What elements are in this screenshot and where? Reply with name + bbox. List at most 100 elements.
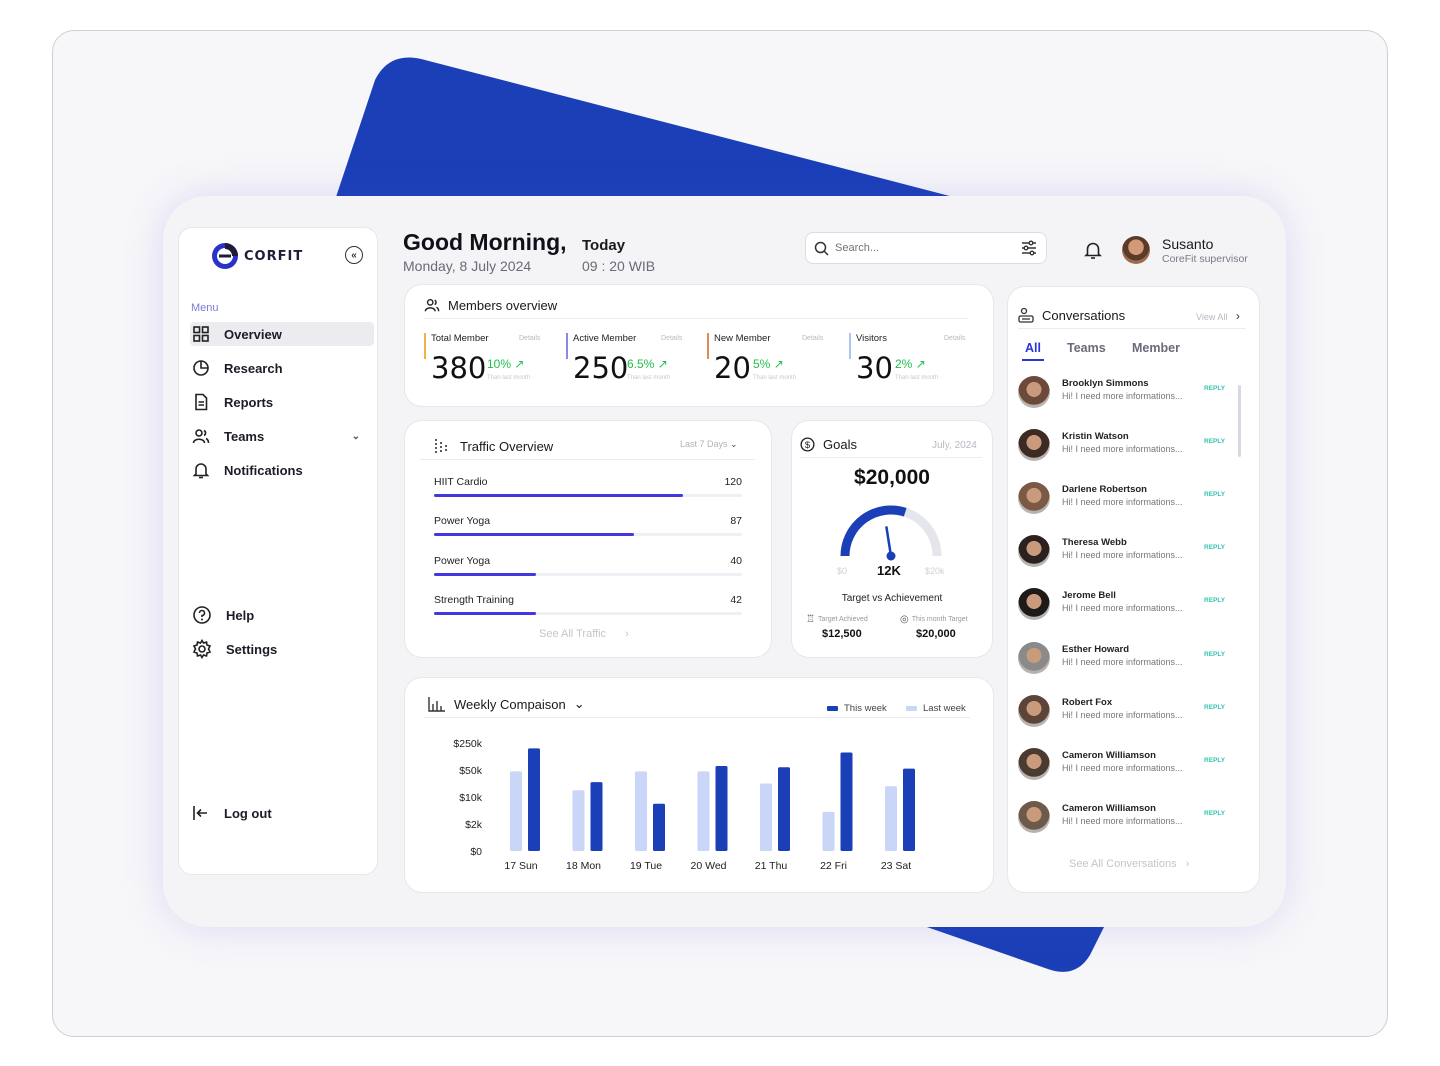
x-tick-label: 22 Fri [820,860,847,872]
contact-name: Esther Howard [1062,643,1130,655]
search-input[interactable] [835,242,1020,254]
tab-teams[interactable]: Teams [1067,341,1106,355]
see-all-conversations-label: See All Conversations [1069,858,1177,870]
stat-change-value: 5% [753,357,771,371]
users-icon [424,298,440,312]
weekly-comparison-title: Weekly Compaison [454,696,566,712]
stat-details-link[interactable]: Details [519,335,541,342]
sidebar-item-teams[interactable]: Teams ⌄ [190,424,374,448]
see-all-traffic-link[interactable]: See All Traffic › [539,628,629,640]
contact-avatar[interactable] [1018,747,1050,780]
collapse-sidebar-button[interactable]: « [345,246,363,264]
greeting-title: Good Morning, [403,229,567,255]
sidebar-item-settings[interactable]: Settings [190,637,374,661]
bar-last-week[interactable] [885,786,897,851]
tab-member[interactable]: Member [1132,341,1180,355]
stat-details-link[interactable]: Details [802,335,824,342]
bar-last-week[interactable] [572,790,585,851]
reply-button[interactable]: REPLY [1204,597,1226,605]
sidebar-item-help[interactable]: Help [190,603,374,627]
contact-avatar[interactable] [1018,588,1050,621]
traffic-row-name: Strength Training [434,594,514,606]
stat-active-member[interactable]: Active Member Details 250 6.5% ↗ Than la… [566,333,696,385]
view-all-conversations-link[interactable]: View All › [1196,309,1240,323]
tab-all[interactable]: All [1025,341,1041,355]
stat-value: 20 [714,351,751,385]
sidebar-item-research[interactable]: Research [190,356,374,380]
conversations-scrollbar[interactable] [1238,385,1241,457]
bar-last-week[interactable] [822,811,835,851]
stat-new-member[interactable]: New Member Details 20 5% ↗ Than last mon… [707,333,837,385]
see-all-traffic-label: See All Traffic [539,628,607,640]
conversation-item[interactable]: Jerome Bell Hi! I need more informations.… [1018,588,1228,624]
contact-avatar[interactable] [1018,641,1050,674]
current-time: 09 : 20 WIB [582,258,656,274]
sidebar-item-label: Settings [226,641,278,657]
bar-this-week[interactable] [590,782,603,851]
bar-this-week[interactable] [840,752,853,851]
contact-name: Brooklyn Simmons [1062,378,1149,389]
bar-chart-icon [428,697,445,712]
see-all-conversations-link[interactable]: See All Conversations › [1069,858,1189,870]
stat-visitors[interactable]: Visitors Details 30 2% ↗ Than last month [849,333,979,385]
stat-details-link[interactable]: Details [661,335,683,342]
reply-button[interactable]: REPLY [1204,438,1226,446]
bar-last-week[interactable] [510,771,522,851]
bar-last-week[interactable] [635,771,647,851]
bar-this-week[interactable] [715,765,728,851]
progress-fill [434,494,684,497]
user-name: Susanto [1162,236,1214,252]
progress-fill [434,573,536,576]
filter-icon[interactable] [1020,239,1038,257]
bar-last-week[interactable] [760,783,772,852]
message-preview: Hi! I need more informations... [1062,391,1183,401]
chevron-down-icon[interactable]: ⌄ [351,430,360,442]
user-avatar[interactable] [1122,236,1150,264]
bar-this-week[interactable] [528,748,540,851]
weekly-comparison-header[interactable]: Weekly Compaison ⌄ [428,696,585,712]
stat-total-member[interactable]: Total Member Details 380 10% ↗ Than last… [424,333,554,385]
contact-avatar[interactable] [1018,694,1050,727]
conversation-item[interactable]: Esther Howard Hi! I need more information… [1018,641,1228,678]
conversation-item[interactable]: Darlene Robertson Hi! I need more informa… [1018,482,1228,518]
message-preview: Hi! I need more informations... [1062,444,1183,455]
notification-bell-icon[interactable] [1084,240,1102,260]
reply-button[interactable]: REPLY [1204,544,1226,552]
reply-button[interactable]: REPLY [1204,809,1226,817]
document-icon [195,393,208,411]
logout-button[interactable]: Log out [190,801,374,825]
gauge-needle [885,526,893,557]
sidebar-item-notifications[interactable]: Notifications [190,458,374,482]
sidebar-item-reports[interactable]: Reports [190,390,374,414]
stat-label: Active Member [573,333,637,344]
contact-avatar[interactable] [1018,800,1050,833]
reply-button[interactable]: REPLY [1204,491,1226,499]
bar-this-week[interactable] [903,768,915,851]
reply-button[interactable]: REPLY [1204,385,1226,392]
stat-details-link[interactable]: Details [944,335,966,342]
contact-avatar[interactable] [1018,429,1050,462]
bar-this-week[interactable] [778,767,790,851]
reply-button[interactable]: REPLY [1204,650,1226,658]
conversation-item[interactable]: Cameron Williamson Hi! I need more inform… [1018,800,1228,837]
sidebar-item-overview[interactable]: Overview [190,322,374,346]
conversation-item[interactable]: Robert Fox Hi! I need more informations..… [1018,694,1228,731]
contact-avatar[interactable] [1018,376,1050,408]
chevron-right-icon: › [625,628,629,640]
reply-button[interactable]: REPLY [1204,756,1226,764]
message-preview: Hi! I need more informations... [1062,550,1183,561]
traffic-range-dropdown[interactable]: Last 7 Days ⌄ [680,439,738,450]
conversation-item[interactable]: Theresa Webb Hi! I need more informations… [1018,535,1228,571]
conversation-item[interactable]: Kristin Watson Hi! I need more informatio… [1018,429,1228,465]
conversation-item[interactable]: Brooklyn Simmons Hi! I need more informat… [1018,376,1228,412]
contact-avatar[interactable] [1018,535,1050,568]
bar-last-week[interactable] [697,771,710,851]
trophy-icon: ♖ [806,614,815,625]
stat-accent [566,333,568,359]
search-icon [814,241,829,256]
divider [800,457,982,458]
contact-avatar[interactable] [1018,482,1050,515]
reply-button[interactable]: REPLY [1204,703,1226,711]
bar-this-week[interactable] [653,803,665,851]
conversation-item[interactable]: Cameron Williamson Hi! I need more inform… [1018,747,1228,784]
